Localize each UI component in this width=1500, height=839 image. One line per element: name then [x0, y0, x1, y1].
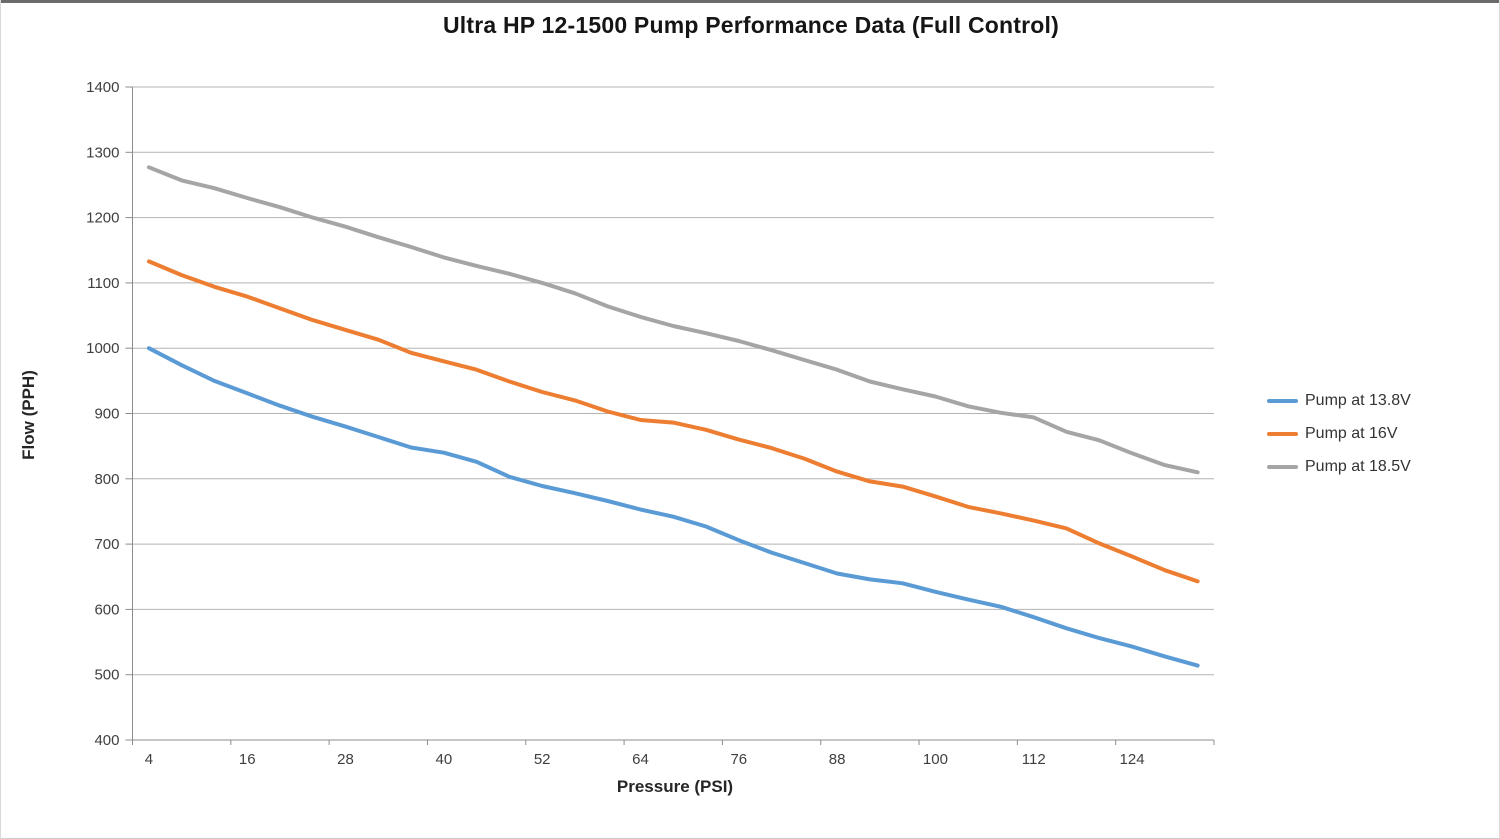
x-tick-label: 52: [534, 751, 551, 768]
y-tick-label: 600: [94, 601, 119, 618]
legend-item-pump-16v: Pump at 16V: [1267, 417, 1411, 450]
y-tick-label: 1400: [86, 79, 119, 96]
legend-item-pump-13-8v: Pump at 13.8V: [1267, 384, 1411, 417]
series-line-pump-at-18-5v: [146, 165, 1200, 475]
series-line-pump-at-13-8v: [146, 346, 1200, 668]
y-axis-title: Flow (PPH): [19, 370, 38, 460]
y-tick-label: 900: [94, 406, 119, 423]
y-tick-label: 400: [94, 732, 119, 749]
y-tick-label: 800: [94, 471, 119, 488]
y-tick-label: 1200: [86, 210, 119, 227]
legend-label: Pump at 18.5V: [1305, 457, 1411, 475]
legend-line-swatch-orange: [1267, 431, 1298, 436]
x-axis-title: Pressure (PSI): [616, 777, 734, 796]
y-tick-label: 1000: [86, 340, 119, 357]
chart-title: Ultra HP 12-1500 Pump Performance Data (…: [443, 12, 1059, 38]
window-top-border: [1, 0, 1499, 3]
x-tick-label: 124: [1120, 751, 1145, 768]
x-tick-label: 4: [145, 751, 153, 768]
y-tick-label: 1100: [87, 275, 119, 292]
x-tick-label: 100: [923, 751, 948, 768]
legend-line-swatch-blue: [1267, 398, 1298, 403]
legend-label: Pump at 13.8V: [1305, 391, 1411, 409]
y-tick-label: 500: [94, 667, 119, 684]
y-tick-label: 700: [94, 536, 119, 553]
legend-item-pump-18-5v: Pump at 18.5V: [1267, 450, 1411, 483]
x-tick-label: 112: [1022, 751, 1046, 768]
y-tick-label: 1300: [86, 144, 119, 161]
legend: Pump at 13.8V Pump at 16V Pump at 18.5V: [1267, 384, 1411, 483]
x-tick-label: 28: [337, 751, 354, 768]
legend-label: Pump at 16V: [1305, 424, 1398, 442]
x-tick-label: 88: [829, 751, 846, 768]
series-line-pump-at-16v: [146, 259, 1200, 584]
x-tick-label: 16: [239, 751, 256, 768]
x-tick-label: 64: [632, 751, 649, 768]
x-tick-label: 40: [435, 751, 452, 768]
x-tick-label: 76: [730, 751, 747, 768]
legend-line-swatch-gray: [1267, 464, 1298, 469]
